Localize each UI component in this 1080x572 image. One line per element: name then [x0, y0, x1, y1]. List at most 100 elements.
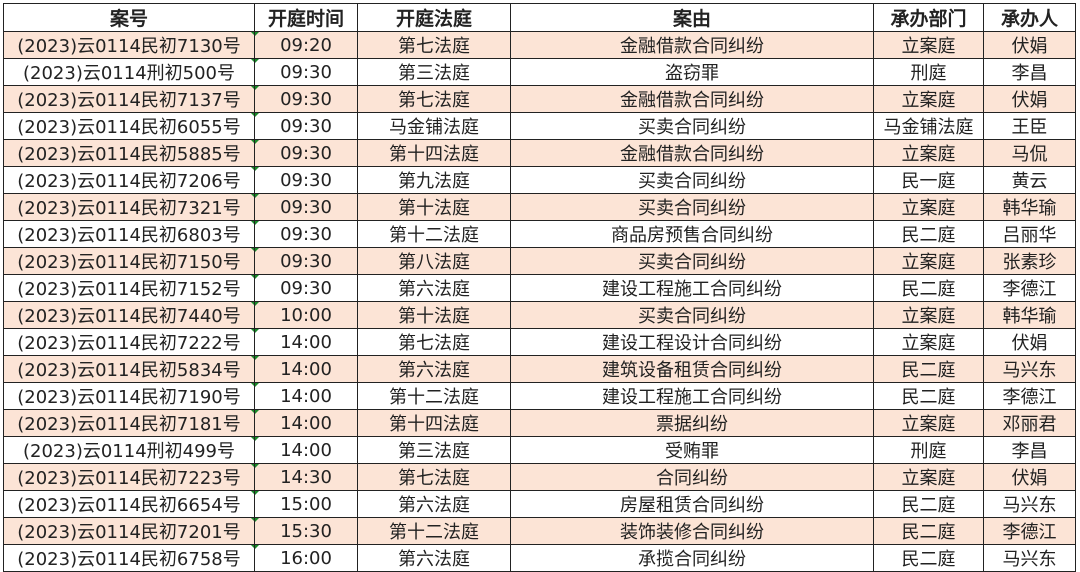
judge-cell[interactable]: 李德江 — [983, 517, 1076, 545]
case-number-cell[interactable]: (2023)云0114刑初499号 — [3, 436, 255, 464]
header-hearing-time[interactable]: 开庭时间 — [254, 3, 358, 32]
department-cell[interactable]: 民二庭 — [873, 544, 984, 572]
department-cell[interactable]: 立案庭 — [873, 85, 984, 113]
courtroom-cell[interactable]: 第十四法庭 — [357, 139, 511, 167]
department-cell[interactable]: 立案庭 — [873, 301, 984, 329]
cause-cell[interactable]: 买卖合同纠纷 — [510, 112, 874, 140]
judge-cell[interactable]: 李德江 — [983, 274, 1076, 302]
hearing-time-cell[interactable]: 09:30 — [254, 247, 358, 275]
hearing-time-cell[interactable]: 14:00 — [254, 328, 358, 356]
courtroom-cell[interactable]: 第六法庭 — [357, 274, 511, 302]
department-cell[interactable]: 立案庭 — [873, 409, 984, 437]
case-number-cell[interactable]: (2023)云0114民初7181号 — [3, 409, 255, 437]
department-cell[interactable]: 民二庭 — [873, 274, 984, 302]
header-cause[interactable]: 案由 — [510, 3, 874, 32]
case-number-cell[interactable]: (2023)云0114民初5885号 — [3, 139, 255, 167]
hearing-time-cell[interactable]: 15:00 — [254, 490, 358, 518]
hearing-time-cell[interactable]: 09:30 — [254, 139, 358, 167]
courtroom-cell[interactable]: 第七法庭 — [357, 85, 511, 113]
judge-cell[interactable]: 马侃 — [983, 139, 1076, 167]
courtroom-cell[interactable]: 第八法庭 — [357, 247, 511, 275]
courtroom-cell[interactable]: 第六法庭 — [357, 544, 511, 572]
department-cell[interactable]: 刑庭 — [873, 436, 984, 464]
hearing-time-cell[interactable]: 09:30 — [254, 85, 358, 113]
header-department[interactable]: 承办部门 — [873, 3, 984, 32]
hearing-time-cell[interactable]: 09:30 — [254, 220, 358, 248]
cause-cell[interactable]: 票据纠纷 — [510, 409, 874, 437]
judge-cell[interactable]: 伏娟 — [983, 85, 1076, 113]
cause-cell[interactable]: 房屋租赁合同纠纷 — [510, 490, 874, 518]
cause-cell[interactable]: 金融借款合同纠纷 — [510, 31, 874, 59]
hearing-time-cell[interactable]: 14:00 — [254, 409, 358, 437]
cause-cell[interactable]: 买卖合同纠纷 — [510, 166, 874, 194]
judge-cell[interactable]: 伏娟 — [983, 463, 1076, 491]
cause-cell[interactable]: 建设工程设计合同纠纷 — [510, 328, 874, 356]
judge-cell[interactable]: 邓丽君 — [983, 409, 1076, 437]
department-cell[interactable]: 马金铺法庭 — [873, 112, 984, 140]
case-number-cell[interactable]: (2023)云0114民初5834号 — [3, 355, 255, 383]
cause-cell[interactable]: 合同纠纷 — [510, 463, 874, 491]
courtroom-cell[interactable]: 第十二法庭 — [357, 382, 511, 410]
judge-cell[interactable]: 马兴东 — [983, 490, 1076, 518]
department-cell[interactable]: 民二庭 — [873, 220, 984, 248]
header-judge[interactable]: 承办人 — [983, 3, 1076, 32]
case-number-cell[interactable]: (2023)云0114民初6803号 — [3, 220, 255, 248]
courtroom-cell[interactable]: 第十二法庭 — [357, 220, 511, 248]
judge-cell[interactable]: 韩华瑜 — [983, 301, 1076, 329]
judge-cell[interactable]: 韩华瑜 — [983, 193, 1076, 221]
cause-cell[interactable]: 建设工程施工合同纠纷 — [510, 274, 874, 302]
cause-cell[interactable]: 承揽合同纠纷 — [510, 544, 874, 572]
header-courtroom[interactable]: 开庭法庭 — [357, 3, 511, 32]
department-cell[interactable]: 民二庭 — [873, 490, 984, 518]
judge-cell[interactable]: 黄云 — [983, 166, 1076, 194]
hearing-time-cell[interactable]: 09:30 — [254, 166, 358, 194]
judge-cell[interactable]: 伏娟 — [983, 328, 1076, 356]
hearing-time-cell[interactable]: 09:20 — [254, 31, 358, 59]
header-case-number[interactable]: 案号 — [3, 3, 255, 32]
courtroom-cell[interactable]: 第六法庭 — [357, 355, 511, 383]
courtroom-cell[interactable]: 第七法庭 — [357, 31, 511, 59]
case-number-cell[interactable]: (2023)云0114民初6654号 — [3, 490, 255, 518]
hearing-time-cell[interactable]: 09:30 — [254, 112, 358, 140]
hearing-time-cell[interactable]: 09:30 — [254, 58, 358, 86]
department-cell[interactable]: 立案庭 — [873, 193, 984, 221]
case-number-cell[interactable]: (2023)云0114民初7190号 — [3, 382, 255, 410]
case-number-cell[interactable]: (2023)云0114民初7201号 — [3, 517, 255, 545]
department-cell[interactable]: 刑庭 — [873, 58, 984, 86]
case-number-cell[interactable]: (2023)云0114民初6758号 — [3, 544, 255, 572]
courtroom-cell[interactable]: 第十法庭 — [357, 301, 511, 329]
cause-cell[interactable]: 金融借款合同纠纷 — [510, 85, 874, 113]
department-cell[interactable]: 立案庭 — [873, 247, 984, 275]
courtroom-cell[interactable]: 第七法庭 — [357, 463, 511, 491]
courtroom-cell[interactable]: 第六法庭 — [357, 490, 511, 518]
department-cell[interactable]: 立案庭 — [873, 31, 984, 59]
hearing-time-cell[interactable]: 14:00 — [254, 436, 358, 464]
hearing-time-cell[interactable]: 14:00 — [254, 382, 358, 410]
department-cell[interactable]: 立案庭 — [873, 139, 984, 167]
judge-cell[interactable]: 李昌 — [983, 436, 1076, 464]
courtroom-cell[interactable]: 马金铺法庭 — [357, 112, 511, 140]
hearing-time-cell[interactable]: 09:30 — [254, 193, 358, 221]
case-number-cell[interactable]: (2023)云0114民初6055号 — [3, 112, 255, 140]
courtroom-cell[interactable]: 第九法庭 — [357, 166, 511, 194]
case-number-cell[interactable]: (2023)云0114民初7137号 — [3, 85, 255, 113]
judge-cell[interactable]: 马兴东 — [983, 355, 1076, 383]
case-number-cell[interactable]: (2023)云0114民初7321号 — [3, 193, 255, 221]
department-cell[interactable]: 民二庭 — [873, 355, 984, 383]
judge-cell[interactable]: 伏娟 — [983, 31, 1076, 59]
case-number-cell[interactable]: (2023)云0114民初7223号 — [3, 463, 255, 491]
cause-cell[interactable]: 商品房预售合同纠纷 — [510, 220, 874, 248]
judge-cell[interactable]: 李昌 — [983, 58, 1076, 86]
judge-cell[interactable]: 李德江 — [983, 382, 1076, 410]
hearing-time-cell[interactable]: 10:00 — [254, 301, 358, 329]
department-cell[interactable]: 立案庭 — [873, 328, 984, 356]
department-cell[interactable]: 民二庭 — [873, 517, 984, 545]
hearing-time-cell[interactable]: 15:30 — [254, 517, 358, 545]
courtroom-cell[interactable]: 第七法庭 — [357, 328, 511, 356]
case-number-cell[interactable]: (2023)云0114民初7150号 — [3, 247, 255, 275]
courtroom-cell[interactable]: 第三法庭 — [357, 58, 511, 86]
judge-cell[interactable]: 张素珍 — [983, 247, 1076, 275]
judge-cell[interactable]: 吕丽华 — [983, 220, 1076, 248]
cause-cell[interactable]: 盗窃罪 — [510, 58, 874, 86]
cause-cell[interactable]: 买卖合同纠纷 — [510, 247, 874, 275]
